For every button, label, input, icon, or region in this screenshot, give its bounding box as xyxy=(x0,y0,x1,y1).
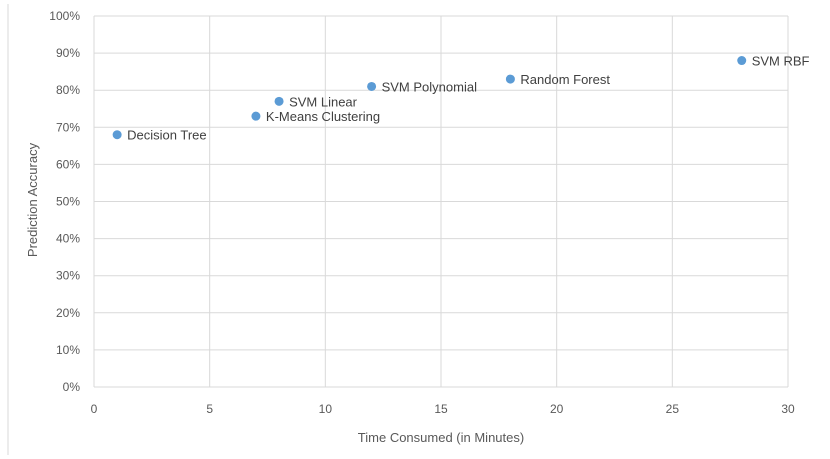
data-label: Random Forest xyxy=(520,72,610,87)
tick-layer: 0% 10% 20% 30% 40% 50% 60% 70% 80% 90% 100% 0 5 10 15 2… xyxy=(49,9,795,416)
y-tick-label: 30% xyxy=(56,269,80,283)
data-point xyxy=(251,111,261,121)
x-tick-label: 30 xyxy=(781,402,795,416)
data-label: SVM RBF xyxy=(752,54,810,69)
data-point xyxy=(505,74,515,84)
y-tick-label: 10% xyxy=(56,343,80,357)
data-label: K-Means Clustering xyxy=(266,109,380,124)
y-tick-label: 80% xyxy=(56,83,80,97)
data-label: Decision Tree xyxy=(127,128,206,143)
x-axis-title: Time Consumed (in Minutes) xyxy=(358,430,524,445)
data-point xyxy=(367,81,377,91)
data-label: SVM Polynomial xyxy=(382,79,477,94)
x-tick-label: 25 xyxy=(666,402,680,416)
y-tick-label: 50% xyxy=(56,195,80,209)
data-label: SVM Linear xyxy=(289,94,358,109)
grid-layer xyxy=(93,15,789,388)
y-tick-label: 0% xyxy=(63,380,81,394)
y-tick-label: 40% xyxy=(56,232,80,246)
x-tick-label: 20 xyxy=(550,402,564,416)
y-tick-label: 100% xyxy=(49,9,80,23)
y-tick-label: 20% xyxy=(56,306,80,320)
y-tick-label: 60% xyxy=(56,157,80,171)
y-tick-label: 70% xyxy=(56,120,80,134)
x-tick-label: 15 xyxy=(434,402,448,416)
x-tick-label: 10 xyxy=(319,402,333,416)
data-point xyxy=(112,130,122,140)
data-point xyxy=(274,96,284,106)
point-layer xyxy=(112,56,747,140)
y-axis-title: Prediction Accuracy xyxy=(25,142,40,257)
x-tick-label: 5 xyxy=(206,402,213,416)
x-tick-label: 0 xyxy=(91,402,98,416)
data-point xyxy=(737,56,747,66)
y-tick-label: 90% xyxy=(56,46,80,60)
